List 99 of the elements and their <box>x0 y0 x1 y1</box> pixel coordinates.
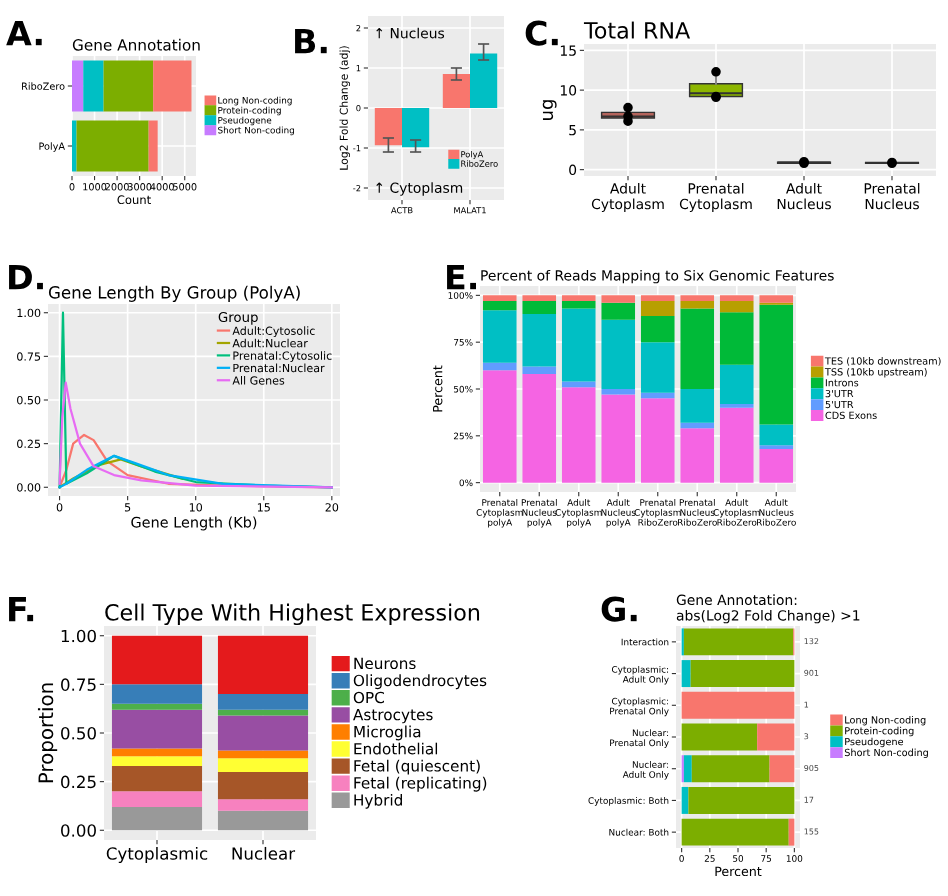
text: B. <box>295 28 327 54</box>
bar <box>111 748 203 757</box>
bar <box>76 120 149 172</box>
bar <box>217 694 309 710</box>
chart-title: Gene Length By Group (PolyA) <box>48 285 300 302</box>
bar <box>719 300 754 313</box>
y-tick-label: 0.50 <box>61 726 96 740</box>
bar <box>217 771 309 800</box>
bar <box>759 295 794 303</box>
bar <box>111 635 203 685</box>
bar <box>680 428 715 483</box>
bar <box>690 660 795 688</box>
bar <box>111 766 203 792</box>
bar <box>719 295 754 301</box>
bar <box>681 723 758 751</box>
bar <box>640 398 675 483</box>
bar <box>680 295 715 301</box>
bar <box>759 304 794 425</box>
bar <box>83 60 104 112</box>
bar <box>482 370 517 483</box>
text: E. <box>447 264 477 290</box>
bar <box>680 308 715 389</box>
bar <box>374 108 402 146</box>
bar <box>522 295 557 301</box>
bar <box>683 628 794 656</box>
bar <box>153 60 192 112</box>
bar <box>217 635 309 695</box>
bar <box>601 394 636 483</box>
chart-title: Cell Type With Highest Expression <box>105 603 480 626</box>
bar <box>601 302 636 320</box>
bar <box>482 310 517 363</box>
bar <box>769 755 795 783</box>
text: D. <box>9 264 43 290</box>
bar <box>522 314 557 367</box>
bar <box>561 300 596 309</box>
bar <box>470 53 498 108</box>
bar <box>561 387 596 483</box>
y-tick-label: 1.00 <box>61 629 96 643</box>
bar <box>680 389 715 423</box>
bar <box>402 108 430 148</box>
bar <box>561 308 596 382</box>
bar <box>681 691 795 719</box>
text: F. <box>9 596 34 622</box>
line-series <box>58 381 333 489</box>
bar <box>217 715 309 751</box>
bar <box>640 295 675 301</box>
y-tick-label: 0.25 <box>61 775 96 789</box>
bar <box>691 755 770 783</box>
bar <box>640 392 675 399</box>
bar <box>601 319 636 389</box>
bar <box>111 806 203 831</box>
bar <box>680 300 715 309</box>
bar <box>680 422 715 429</box>
bar <box>640 300 675 316</box>
bar <box>683 755 692 783</box>
bar <box>111 684 203 704</box>
text: G. <box>601 596 637 622</box>
bar <box>561 295 596 301</box>
text: C. <box>525 20 558 46</box>
bar <box>482 300 517 311</box>
bar <box>111 709 203 749</box>
bar <box>148 120 158 172</box>
y-tick-label: 0.00 <box>61 824 96 837</box>
bar <box>442 74 470 108</box>
bar <box>522 374 557 483</box>
bar <box>640 342 675 393</box>
bar <box>561 381 596 388</box>
y-axis-title: Proportion <box>37 683 58 783</box>
bar <box>111 756 203 767</box>
bar <box>522 300 557 315</box>
bar <box>759 448 794 483</box>
bar <box>719 364 754 404</box>
bar <box>111 791 203 807</box>
bar <box>719 312 754 365</box>
bar <box>757 723 795 751</box>
bar <box>681 660 691 688</box>
y-axis-title: ug <box>542 100 557 120</box>
x-tick-label: Cytoplasmic <box>106 846 208 864</box>
bar <box>482 362 517 371</box>
bar <box>719 407 754 483</box>
bar <box>681 818 789 846</box>
bar <box>217 810 309 831</box>
bar <box>688 786 795 814</box>
x-tick-label: Nuclear <box>232 846 296 860</box>
bar <box>217 750 309 759</box>
bar <box>217 799 309 811</box>
bar <box>640 315 675 343</box>
bar <box>482 295 517 301</box>
bar <box>111 703 203 710</box>
bar <box>103 60 154 112</box>
bar <box>759 424 794 446</box>
bar <box>601 295 636 303</box>
bar <box>72 60 84 112</box>
bar <box>601 389 636 395</box>
chart-title: Total RNA <box>583 21 691 39</box>
y-tick-label: 0.75 <box>61 678 96 691</box>
bar <box>217 758 309 772</box>
text: A. <box>6 20 42 46</box>
bar <box>522 366 557 375</box>
